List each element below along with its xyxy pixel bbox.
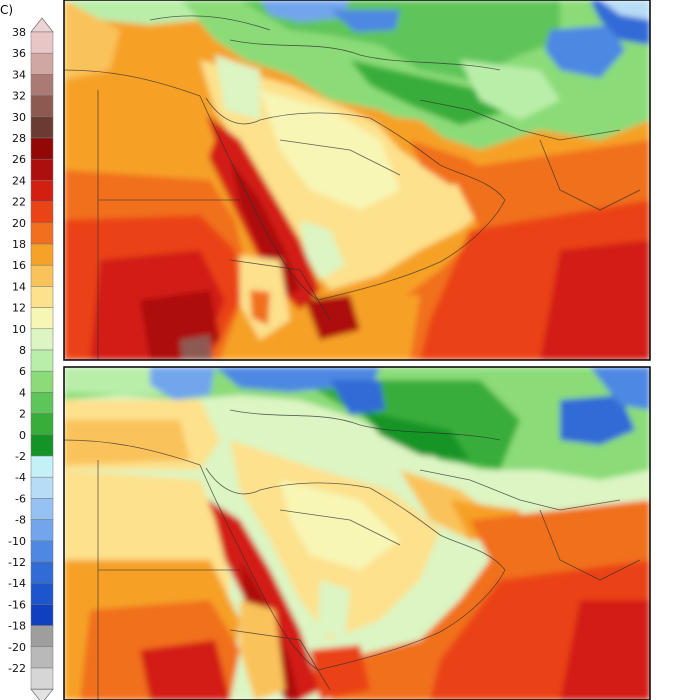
colorbar-tick-label: 20 — [12, 217, 26, 230]
colorbar-swatch — [30, 349, 54, 372]
map-frame-bottom — [63, 366, 651, 700]
colorbar-tick-label: 34 — [12, 68, 26, 81]
colorbar-swatch — [30, 476, 54, 499]
colorbar-swatch — [30, 328, 54, 351]
colorbar-swatch — [30, 307, 54, 330]
colorbar-swatch — [30, 243, 54, 266]
colorbar-tick-label: 4 — [19, 386, 26, 399]
colorbar-tick-label: 30 — [12, 111, 26, 124]
colorbar-tick-label: -6 — [15, 492, 26, 505]
colorbar-tick-label: 36 — [12, 47, 26, 60]
colorbar-swatch — [30, 74, 54, 96]
colorbar-tick-label: -18 — [8, 620, 26, 633]
colorbar-tick-label: 12 — [12, 302, 26, 315]
colorbar-swatch — [30, 582, 54, 605]
colorbar-tick-label: -4 — [15, 471, 26, 484]
colorbar-swatch — [30, 667, 54, 690]
legend-unit-label: C) — [0, 3, 13, 17]
colorbar-tick-label: -12 — [8, 556, 26, 569]
colorbar-swatch — [30, 180, 54, 202]
colorbar-tick-label: 10 — [12, 323, 26, 336]
colorbar: 38363432302826242220181614121086420-2-4-… — [8, 17, 54, 700]
colorbar-swatch — [30, 604, 54, 626]
colorbar-tick-label: 22 — [12, 196, 26, 209]
colorbar-swatch — [30, 222, 54, 245]
colorbar-tick-label: -16 — [8, 598, 26, 611]
colorbar-tick-label: -20 — [8, 641, 26, 654]
colorbar-swatch — [30, 370, 54, 393]
colorbar-tick-label: 8 — [19, 344, 26, 357]
colorbar-tick-label: 6 — [19, 365, 26, 378]
colorbar-swatch — [30, 137, 54, 160]
colorbar-tick-label: 18 — [12, 238, 26, 251]
colorbar-tick-label: 14 — [12, 280, 26, 293]
colorbar-swatch — [30, 646, 54, 669]
colorbar-swatch — [30, 561, 54, 584]
colorbar-tick-label: 26 — [12, 153, 26, 166]
colorbar-tick-label: 38 — [12, 26, 26, 39]
colorbar-tick-label: 28 — [12, 132, 26, 145]
colorbar-tick-label: -10 — [8, 535, 26, 548]
colorbar-swatch — [30, 95, 54, 118]
colorbar-swatch — [30, 31, 54, 54]
colorbar-swatch — [30, 264, 54, 287]
colorbar-tick-label: 2 — [19, 408, 26, 421]
map-frame-top — [63, 0, 651, 361]
colorbar-tick-label: 32 — [12, 90, 26, 103]
colorbar-swatch — [30, 498, 54, 520]
colorbar-bottom-arrow — [30, 688, 54, 700]
colorbar-swatch — [30, 116, 54, 139]
colorbar-top-arrow — [30, 17, 54, 33]
colorbar-tick-label: -22 — [8, 662, 26, 675]
colorbar-swatch — [30, 455, 54, 478]
colorbar-swatch — [30, 286, 54, 308]
colorbar-swatch — [30, 413, 54, 436]
colorbar-tick-label: -8 — [15, 514, 26, 527]
colorbar-tick-label: 0 — [19, 429, 26, 442]
colorbar-tick-label: -14 — [8, 577, 26, 590]
colorbar-swatch — [30, 434, 54, 457]
colorbar-tick-label: 24 — [12, 174, 26, 187]
map-panel-top — [63, 0, 651, 361]
colorbar-swatch — [30, 540, 54, 563]
colorbar-swatch — [30, 519, 54, 542]
colorbar-tick-label: -2 — [15, 450, 26, 463]
colorbar-swatch — [30, 625, 54, 648]
colorbar-swatch — [30, 392, 54, 414]
colorbar-swatch — [30, 52, 54, 75]
colorbar-tick-label: 16 — [12, 259, 26, 272]
colorbar-swatch — [30, 158, 54, 181]
colorbar-swatch — [30, 201, 54, 224]
map-panel-bottom — [63, 366, 651, 700]
